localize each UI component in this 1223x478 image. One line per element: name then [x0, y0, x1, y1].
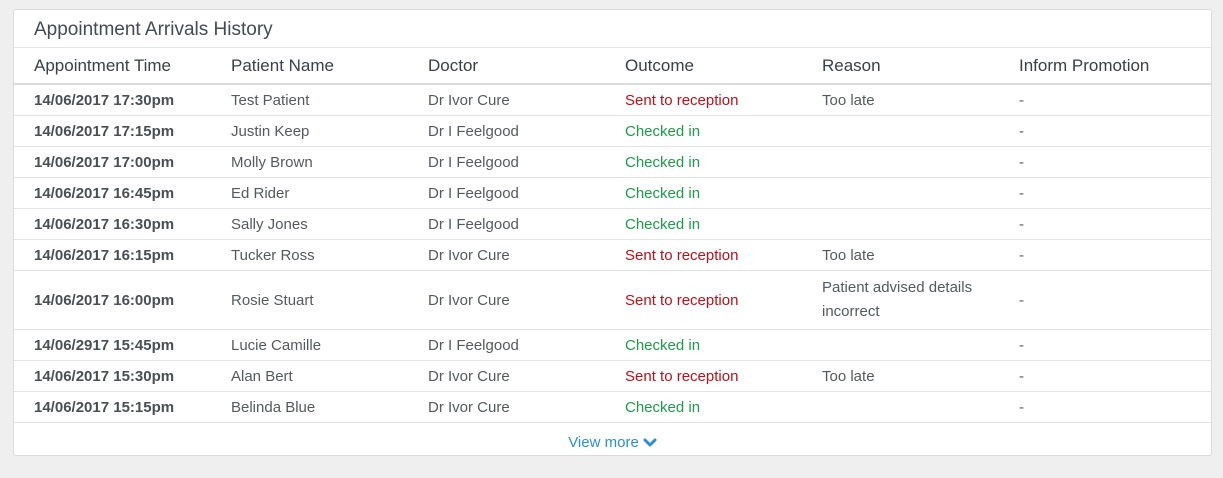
cell-inform-promotion: -: [999, 208, 1211, 240]
cell-doctor: Dr Ivor Cure: [408, 239, 605, 271]
cell-patient-name: Ed Rider: [211, 177, 408, 209]
cell-reason: Too late: [802, 84, 999, 116]
cell-inform-promotion: -: [999, 239, 1211, 271]
table-row: 14/06/2017 17:00pm Molly Brown Dr I Feelgo…: [14, 146, 1211, 178]
cell-patient-name: Alan Bert: [211, 360, 408, 392]
cell-appointment-time: 14/06/2017 15:30pm: [14, 360, 211, 392]
cell-reason: Patient advised details incorrect: [802, 270, 999, 330]
cell-inform-promotion: -: [999, 146, 1211, 178]
cell-doctor: Dr Ivor Cure: [408, 84, 605, 116]
cell-patient-name: Rosie Stuart: [211, 270, 408, 330]
table-footer: View more: [14, 423, 1211, 463]
cell-doctor: Dr I Feelgood: [408, 146, 605, 178]
cell-patient-name: Tucker Ross: [211, 239, 408, 271]
cell-inform-promotion: -: [999, 329, 1211, 361]
table-row: 14/06/2917 15:45pm Lucie Camille Dr I Feel…: [14, 329, 1211, 361]
cell-patient-name: Lucie Camille: [211, 329, 408, 361]
cell-doctor: Dr I Feelgood: [408, 329, 605, 361]
cell-patient-name: Justin Keep: [211, 115, 408, 147]
cell-appointment-time: 14/06/2017 16:00pm: [14, 270, 211, 330]
cell-patient-name: Test Patient: [211, 84, 408, 116]
arrivals-table: Appointment Time Patient Name Doctor Out…: [14, 48, 1211, 423]
header-patient-name: Patient Name: [211, 48, 408, 85]
cell-reason: Too late: [802, 360, 999, 392]
cell-outcome: Sent to reception: [605, 84, 802, 116]
view-more-label: View more: [568, 434, 639, 451]
cell-outcome: Checked in: [605, 329, 802, 361]
cell-inform-promotion: -: [999, 391, 1211, 423]
cell-reason: [802, 391, 999, 423]
cell-outcome: Checked in: [605, 177, 802, 209]
cell-appointment-time: 14/06/2017 16:15pm: [14, 239, 211, 271]
cell-patient-name: Belinda Blue: [211, 391, 408, 423]
cell-patient-name: Sally Jones: [211, 208, 408, 240]
cell-outcome: Sent to reception: [605, 360, 802, 392]
cell-inform-promotion: -: [999, 84, 1211, 116]
cell-reason: [802, 208, 999, 240]
cell-reason: [802, 329, 999, 361]
cell-inform-promotion: -: [999, 360, 1211, 392]
header-appointment-time: Appointment Time: [14, 48, 211, 85]
table-row: 14/06/2017 16:15pm Tucker Ross Dr Ivor Cur…: [14, 239, 1211, 271]
cell-doctor: Dr I Feelgood: [408, 177, 605, 209]
cell-inform-promotion: -: [999, 177, 1211, 209]
cell-patient-name: Molly Brown: [211, 146, 408, 178]
cell-inform-promotion: -: [999, 115, 1211, 147]
cell-inform-promotion: -: [999, 270, 1211, 330]
cell-outcome: Checked in: [605, 115, 802, 147]
header-reason: Reason: [802, 48, 999, 85]
cell-outcome: Sent to reception: [605, 270, 802, 330]
chevron-down-icon: [643, 438, 657, 447]
table-row: 14/06/2017 15:30pm Alan Bert Dr Ivor Cure S…: [14, 360, 1211, 392]
cell-doctor: Dr I Feelgood: [408, 208, 605, 240]
table-row: 14/06/2017 17:30pm Test Patient Dr Ivor Cu…: [14, 84, 1211, 116]
panel-title: Appointment Arrivals History: [14, 10, 1211, 48]
cell-appointment-time: 14/06/2017 16:30pm: [14, 208, 211, 240]
appointment-arrivals-panel: Appointment Arrivals History Appointment…: [13, 9, 1212, 456]
cell-reason: [802, 177, 999, 209]
table-header-row: Appointment Time Patient Name Doctor Out…: [14, 48, 1211, 85]
cell-doctor: Dr Ivor Cure: [408, 270, 605, 330]
table-row: 14/06/2017 17:15pm Justin Keep Dr I Feelgo…: [14, 115, 1211, 147]
header-outcome: Outcome: [605, 48, 802, 85]
table-row: 14/06/2017 15:15pm Belinda Blue Dr Ivor Cu…: [14, 391, 1211, 423]
cell-reason: [802, 115, 999, 147]
cell-appointment-time: 14/06/2017 17:30pm: [14, 84, 211, 116]
cell-appointment-time: 14/06/2017 15:15pm: [14, 391, 211, 423]
cell-reason: Too late: [802, 239, 999, 271]
table-row: 14/06/2017 16:00pm Rosie Stuart Dr Ivor Cu…: [14, 270, 1211, 330]
header-inform-promotion: Inform Promotion: [999, 48, 1211, 85]
view-more-link[interactable]: View more: [568, 423, 657, 463]
table-body: 14/06/2017 17:30pm Test Patient Dr Ivor Cu…: [14, 84, 1211, 423]
cell-appointment-time: 14/06/2017 16:45pm: [14, 177, 211, 209]
cell-doctor: Dr Ivor Cure: [408, 391, 605, 423]
cell-doctor: Dr I Feelgood: [408, 115, 605, 147]
table-row: 14/06/2017 16:45pm Ed Rider Dr I Feelgood C…: [14, 177, 1211, 209]
cell-doctor: Dr Ivor Cure: [408, 360, 605, 392]
cell-appointment-time: 14/06/2917 15:45pm: [14, 329, 211, 361]
cell-outcome: Checked in: [605, 146, 802, 178]
cell-appointment-time: 14/06/2017 17:15pm: [14, 115, 211, 147]
cell-outcome: Sent to reception: [605, 239, 802, 271]
table-row: 14/06/2017 16:30pm Sally Jones Dr I Feelgo…: [14, 208, 1211, 240]
cell-reason: [802, 146, 999, 178]
cell-outcome: Checked in: [605, 391, 802, 423]
cell-appointment-time: 14/06/2017 17:00pm: [14, 146, 211, 178]
header-doctor: Doctor: [408, 48, 605, 85]
cell-outcome: Checked in: [605, 208, 802, 240]
